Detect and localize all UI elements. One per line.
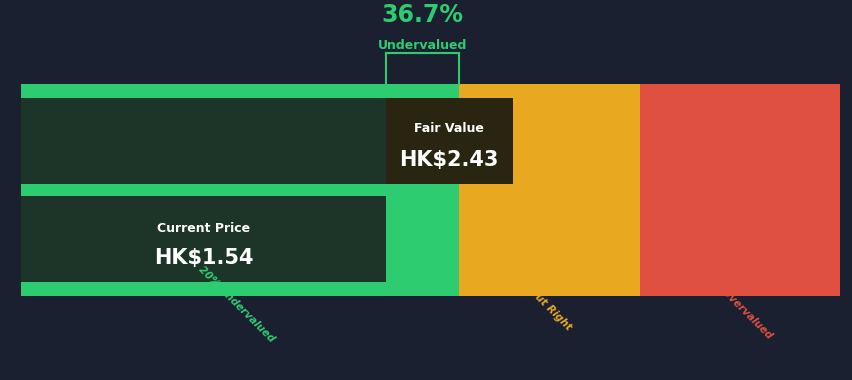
Text: HK$2.43: HK$2.43: [399, 150, 498, 170]
Text: Undervalued: Undervalued: [377, 39, 467, 52]
Bar: [21, 98, 459, 184]
Bar: [385, 98, 512, 184]
Text: About Right: About Right: [517, 276, 573, 332]
Bar: [21, 184, 459, 196]
Bar: [21, 84, 459, 98]
Text: Current Price: Current Price: [157, 222, 250, 235]
Text: Fair Value: Fair Value: [414, 122, 484, 135]
Text: 20% Overvalued: 20% Overvalued: [699, 266, 773, 341]
Bar: [21, 84, 459, 296]
Bar: [21, 282, 459, 296]
Text: 20% Undervalued: 20% Undervalued: [197, 264, 276, 344]
Bar: [639, 84, 839, 296]
Text: HK$1.54: HK$1.54: [153, 248, 253, 268]
Text: 36.7%: 36.7%: [381, 3, 463, 27]
Bar: [21, 196, 385, 282]
Bar: [459, 84, 639, 296]
